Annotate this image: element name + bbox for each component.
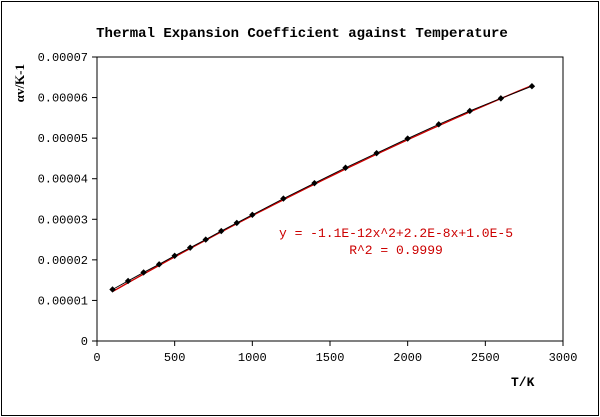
y-axis-label: αv/K-1: [12, 64, 27, 102]
x-tick-label: 2500: [471, 351, 500, 365]
data-point: [497, 95, 505, 102]
data-point: [435, 121, 442, 128]
trendline-equation: y = -1.1E-12x^2+2.2E-8x+1.0E-5: [279, 226, 513, 241]
data-point: [124, 277, 132, 285]
x-axis-label: T/K: [511, 375, 535, 390]
y-tick-label: 0.00001: [38, 294, 88, 308]
x-tick-label: 1000: [238, 351, 267, 365]
data-point: [373, 149, 380, 157]
x-tick-label: 2000: [393, 351, 422, 365]
data-point: [528, 83, 536, 90]
trendline-r-squared: R^2 = 0.9999: [349, 243, 443, 258]
data-point: [249, 211, 256, 219]
y-tick-label: 0.00005: [38, 132, 88, 146]
y-tick-label: 0: [81, 335, 88, 349]
x-tick-label: 1500: [316, 351, 345, 365]
chart-title: Thermal Expansion Coefficient against Te…: [96, 26, 508, 42]
x-tick-label: 3000: [549, 351, 578, 365]
data-points: [109, 83, 536, 293]
data-point: [171, 252, 178, 259]
trendline: [112, 84, 533, 293]
y-tick-label: 0.00006: [38, 92, 88, 106]
data-point: [466, 107, 473, 115]
data-point: [140, 269, 147, 276]
y-tick-label: 0.00004: [38, 173, 88, 187]
data-point: [218, 227, 225, 235]
data-point: [155, 261, 163, 268]
data-point: [202, 236, 209, 243]
y-tick-label: 0.00002: [38, 254, 88, 268]
data-point: [311, 179, 318, 187]
y-tick-label: 0.00003: [38, 213, 88, 227]
data-point: [342, 164, 349, 171]
data-point: [404, 135, 411, 142]
y-tick-label: 0.00007: [38, 51, 88, 65]
data-point: [109, 286, 116, 293]
x-axis: 0 500 1000 1500 2000 2500 3000: [93, 341, 577, 365]
data-point: [280, 195, 287, 202]
data-point: [233, 219, 240, 227]
data-point: [187, 244, 194, 251]
plot-area: [96, 56, 564, 342]
x-tick-label: 500: [164, 351, 186, 365]
y-axis: 0 0.00001 0.00002 0.00003 0.00004 0.00005 0.00…: [38, 51, 97, 349]
x-tick-label: 0: [93, 351, 100, 365]
